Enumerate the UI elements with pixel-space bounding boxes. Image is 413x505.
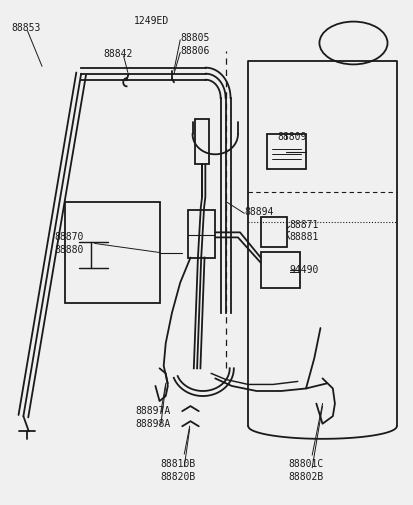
Text: 88880: 88880 xyxy=(54,245,83,255)
Bar xyxy=(64,202,159,303)
Text: 88802B: 88802B xyxy=(288,472,323,482)
Text: 88820B: 88820B xyxy=(160,472,195,482)
Bar xyxy=(260,217,287,247)
Text: 88897A: 88897A xyxy=(135,406,171,416)
Text: 88810B: 88810B xyxy=(160,459,195,469)
Text: 88809: 88809 xyxy=(276,132,306,142)
Bar xyxy=(188,210,215,258)
Text: 88898A: 88898A xyxy=(135,419,171,429)
Text: 88881: 88881 xyxy=(289,232,318,242)
Text: 88853: 88853 xyxy=(11,23,40,33)
Text: 88870: 88870 xyxy=(54,232,83,242)
Text: 88871: 88871 xyxy=(289,220,318,230)
Text: 1249ED: 1249ED xyxy=(133,16,169,26)
Text: 88894: 88894 xyxy=(244,207,273,217)
Bar xyxy=(194,119,209,164)
Text: 88806: 88806 xyxy=(180,46,209,56)
Text: 88801C: 88801C xyxy=(288,459,323,469)
Text: 94490: 94490 xyxy=(289,265,318,275)
Text: 88805: 88805 xyxy=(180,33,209,43)
Bar xyxy=(266,134,305,169)
Bar xyxy=(260,252,299,288)
Text: 88842: 88842 xyxy=(103,48,133,59)
